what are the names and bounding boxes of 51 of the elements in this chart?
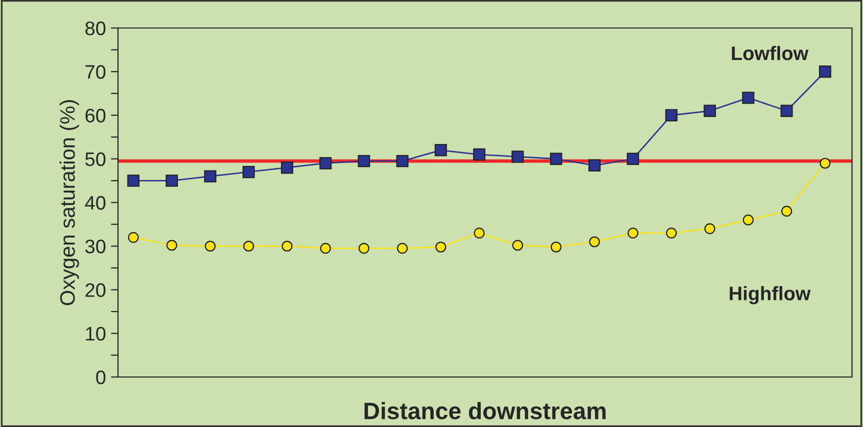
point	[396, 154, 408, 168]
point	[589, 236, 600, 248]
y-tick-label: 10	[86, 326, 106, 341]
y-tick-label: 20	[86, 283, 106, 297]
y-tick-label: 70	[86, 65, 106, 79]
point	[550, 242, 562, 252]
point	[204, 240, 216, 252]
y-tick-label: 0	[96, 370, 106, 384]
point	[474, 228, 485, 238]
point	[820, 158, 831, 169]
point	[166, 240, 178, 251]
y-axis-title: Oxygen saturation (%)	[60, 100, 80, 306]
x-axis-title: Distance downstream	[364, 402, 606, 420]
point	[550, 152, 562, 165]
point	[320, 242, 331, 254]
point	[358, 242, 370, 254]
point	[588, 159, 601, 172]
point	[319, 157, 332, 170]
y-tick-label: 40	[85, 196, 106, 210]
series-label: Lowflow	[732, 46, 808, 60]
point	[358, 154, 370, 168]
point	[243, 240, 254, 252]
point	[665, 109, 678, 122]
point	[512, 240, 524, 251]
y-tick-label: 60	[86, 108, 106, 122]
y-tick-label: 30	[85, 240, 106, 254]
point	[128, 232, 139, 243]
point	[626, 152, 640, 165]
point	[127, 174, 140, 187]
point	[818, 66, 832, 78]
point	[704, 223, 716, 234]
text: Highflow	[730, 286, 811, 304]
y-tick-label: 80	[85, 21, 106, 36]
point	[282, 240, 293, 252]
point	[166, 174, 178, 187]
point	[434, 144, 447, 156]
point	[280, 161, 294, 174]
point	[242, 166, 255, 178]
point	[666, 228, 677, 238]
point	[204, 170, 216, 182]
point	[742, 92, 754, 104]
y-tick-label: 50	[85, 152, 106, 166]
point	[628, 228, 638, 238]
point	[780, 104, 793, 117]
point	[396, 242, 408, 254]
point	[473, 148, 486, 161]
point	[742, 214, 754, 226]
point	[781, 206, 792, 217]
point	[704, 104, 716, 117]
point	[512, 150, 524, 163]
point	[435, 242, 446, 252]
